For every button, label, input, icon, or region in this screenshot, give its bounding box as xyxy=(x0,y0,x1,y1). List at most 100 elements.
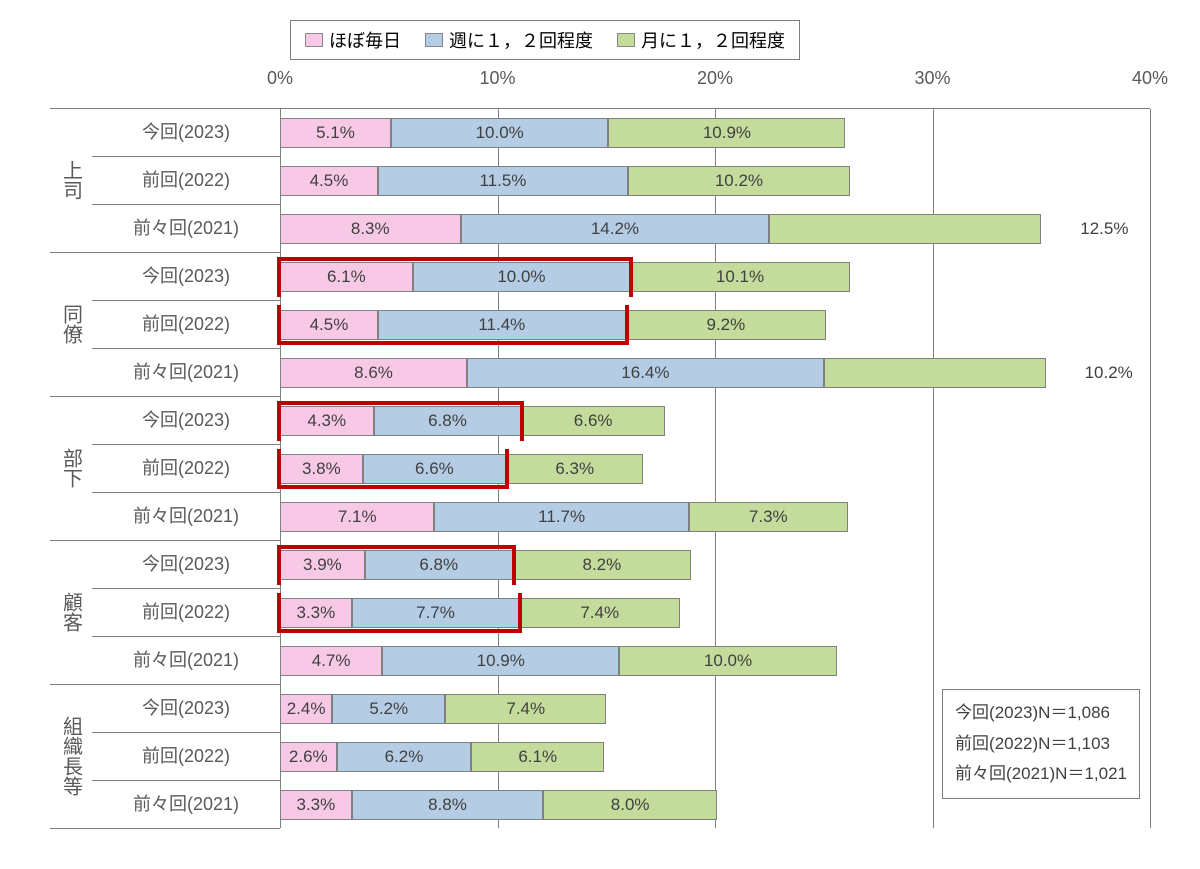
group-label: 顧客 xyxy=(50,540,92,684)
bar-value-label: 8.0% xyxy=(611,795,650,815)
row-label: 前回(2022) xyxy=(92,588,280,636)
bar-row: 3.3% 8.8% 8.0% xyxy=(280,790,717,820)
bar-value-label: 6.6% xyxy=(415,459,454,479)
bar-row: 3.3%7.7%7.4% xyxy=(280,598,680,628)
bar-segment: 7.4% xyxy=(445,694,606,724)
bar-value-label: 14.2% xyxy=(591,219,639,239)
n-line: 今回(2023)N＝1,086 xyxy=(955,698,1127,729)
bar-segment: 6.8% xyxy=(365,550,513,580)
group-divider xyxy=(50,108,280,109)
bar-value-label: 10.9% xyxy=(703,123,751,143)
row-divider xyxy=(92,732,280,733)
n-line: 前回(2022)N＝1,103 xyxy=(955,729,1127,760)
bar-segment: 6.2% xyxy=(337,742,472,772)
group-divider xyxy=(50,828,280,829)
bar-value-label: 4.3% xyxy=(307,411,346,431)
bar-value-label: 4.5% xyxy=(310,315,349,335)
legend: ほぼ毎日 週に１，２回程度 月に１，２回程度 xyxy=(290,20,800,60)
bar-row: 7.1%11.7%7.3% xyxy=(280,502,848,532)
bar-segment: 4.3% xyxy=(280,406,374,436)
bar-row: 8.3% 14.2% 12.5% xyxy=(280,214,1041,244)
bar-row: 4.3% 6.8% 6.6% xyxy=(280,406,665,436)
x-axis-tick-label: 0% xyxy=(267,68,293,89)
bar-value-label: 6.2% xyxy=(385,747,424,767)
bar-segment: 8.2% xyxy=(513,550,691,580)
legend-item: ほぼ毎日 xyxy=(305,27,401,53)
row-divider xyxy=(92,156,280,157)
bar-segment: 5.2% xyxy=(332,694,445,724)
legend-item: 週に１，２回程度 xyxy=(425,27,593,53)
bar-segment: 8.0% xyxy=(543,790,717,820)
bar-value-label: 4.5% xyxy=(310,171,349,191)
bar-value-label: 6.1% xyxy=(327,267,366,287)
row-label: 今回(2023) xyxy=(92,540,280,588)
stacked-bar-chart: ほぼ毎日 週に１，２回程度 月に１，２回程度 0%10%20%30%40% 5.… xyxy=(20,20,1180,849)
bar-segment: 4.5% xyxy=(280,166,378,196)
bar-value-label: 3.9% xyxy=(303,555,342,575)
bar-row: 5.1%10.0% 10.9% xyxy=(280,118,845,148)
bar-segment: 7.7% xyxy=(352,598,519,628)
bar-segment: 4.5% xyxy=(280,310,378,340)
bar-value-label: 9.2% xyxy=(706,315,745,335)
bar-row: 2.4% 5.2% 7.4% xyxy=(280,694,606,724)
x-axis-tick-label: 40% xyxy=(1132,68,1168,89)
group-label: 同僚 xyxy=(50,252,92,396)
bar-value-label: 6.8% xyxy=(419,555,458,575)
bar-value-label: 6.1% xyxy=(518,747,557,767)
bar-value-label: 5.2% xyxy=(369,699,408,719)
row-label: 前々回(2021) xyxy=(92,636,280,684)
bar-segment: 3.8% xyxy=(280,454,363,484)
bar-segment: 6.3% xyxy=(506,454,643,484)
row-label-column: 今回(2023)前回(2022)前々回(2021)今回(2023)前回(2022… xyxy=(92,108,280,828)
gridline xyxy=(1150,109,1151,828)
bar-segment: 8.3% xyxy=(280,214,461,244)
bar-segment: 11.4% xyxy=(378,310,626,340)
bar-value-label: 6.6% xyxy=(574,411,613,431)
row-label: 前々回(2021) xyxy=(92,348,280,396)
bar-segment: 6.8% xyxy=(374,406,522,436)
bar-value-label: 10.2% xyxy=(1085,363,1133,383)
bar-segment: 5.1% xyxy=(280,118,391,148)
bar-value-label: 4.7% xyxy=(312,651,351,671)
bar-value-label: 7.1% xyxy=(338,507,377,527)
row-divider xyxy=(92,780,280,781)
bar-row: 4.5% 11.5% 10.2% xyxy=(280,166,850,196)
bar-row: 6.1%10.0%10.1% xyxy=(280,262,850,292)
legend-swatch-weekly xyxy=(425,33,443,47)
row-label: 前回(2022) xyxy=(92,732,280,780)
bar-value-label: 7.4% xyxy=(580,603,619,623)
bar-value-label: 3.3% xyxy=(297,795,336,815)
bar-value-label: 2.6% xyxy=(289,747,328,767)
bar-segment: 8.6% xyxy=(280,358,467,388)
group-divider xyxy=(50,684,280,685)
legend-swatch-daily xyxy=(305,33,323,47)
legend-item: 月に１，２回程度 xyxy=(617,27,785,53)
bar-segment: 10.0% xyxy=(619,646,837,676)
row-label: 前回(2022) xyxy=(92,300,280,348)
bar-value-label: 2.4% xyxy=(287,699,326,719)
bar-value-label: 11.5% xyxy=(479,171,526,191)
bar-segment: 10.0% xyxy=(391,118,609,148)
bar-segment: 9.2% xyxy=(626,310,826,340)
row-label: 前々回(2021) xyxy=(92,492,280,540)
bar-value-label: 10.2% xyxy=(715,171,763,191)
x-axis-tick-label: 20% xyxy=(697,68,733,89)
bar-segment: 2.6% xyxy=(280,742,337,772)
row-label: 今回(2023) xyxy=(92,396,280,444)
bar-segment: 12.5% xyxy=(769,214,1041,244)
x-axis-tick-label: 10% xyxy=(479,68,515,89)
bar-value-label: 6.3% xyxy=(555,459,594,479)
bar-segment: 7.4% xyxy=(519,598,680,628)
bar-segment: 11.5% xyxy=(378,166,628,196)
bar-segment: 10.0% xyxy=(413,262,631,292)
row-label: 今回(2023) xyxy=(92,684,280,732)
bar-value-label: 12.5% xyxy=(1080,219,1128,239)
bar-segment: 10.2% xyxy=(628,166,850,196)
group-label: 部下 xyxy=(50,396,92,540)
legend-swatch-monthly xyxy=(617,33,635,47)
bar-segment: 6.1% xyxy=(471,742,604,772)
bar-value-label: 10.0% xyxy=(704,651,752,671)
bar-segment: 8.8% xyxy=(352,790,543,820)
bar-segment: 11.7% xyxy=(434,502,688,532)
bar-value-label: 8.3% xyxy=(351,219,390,239)
